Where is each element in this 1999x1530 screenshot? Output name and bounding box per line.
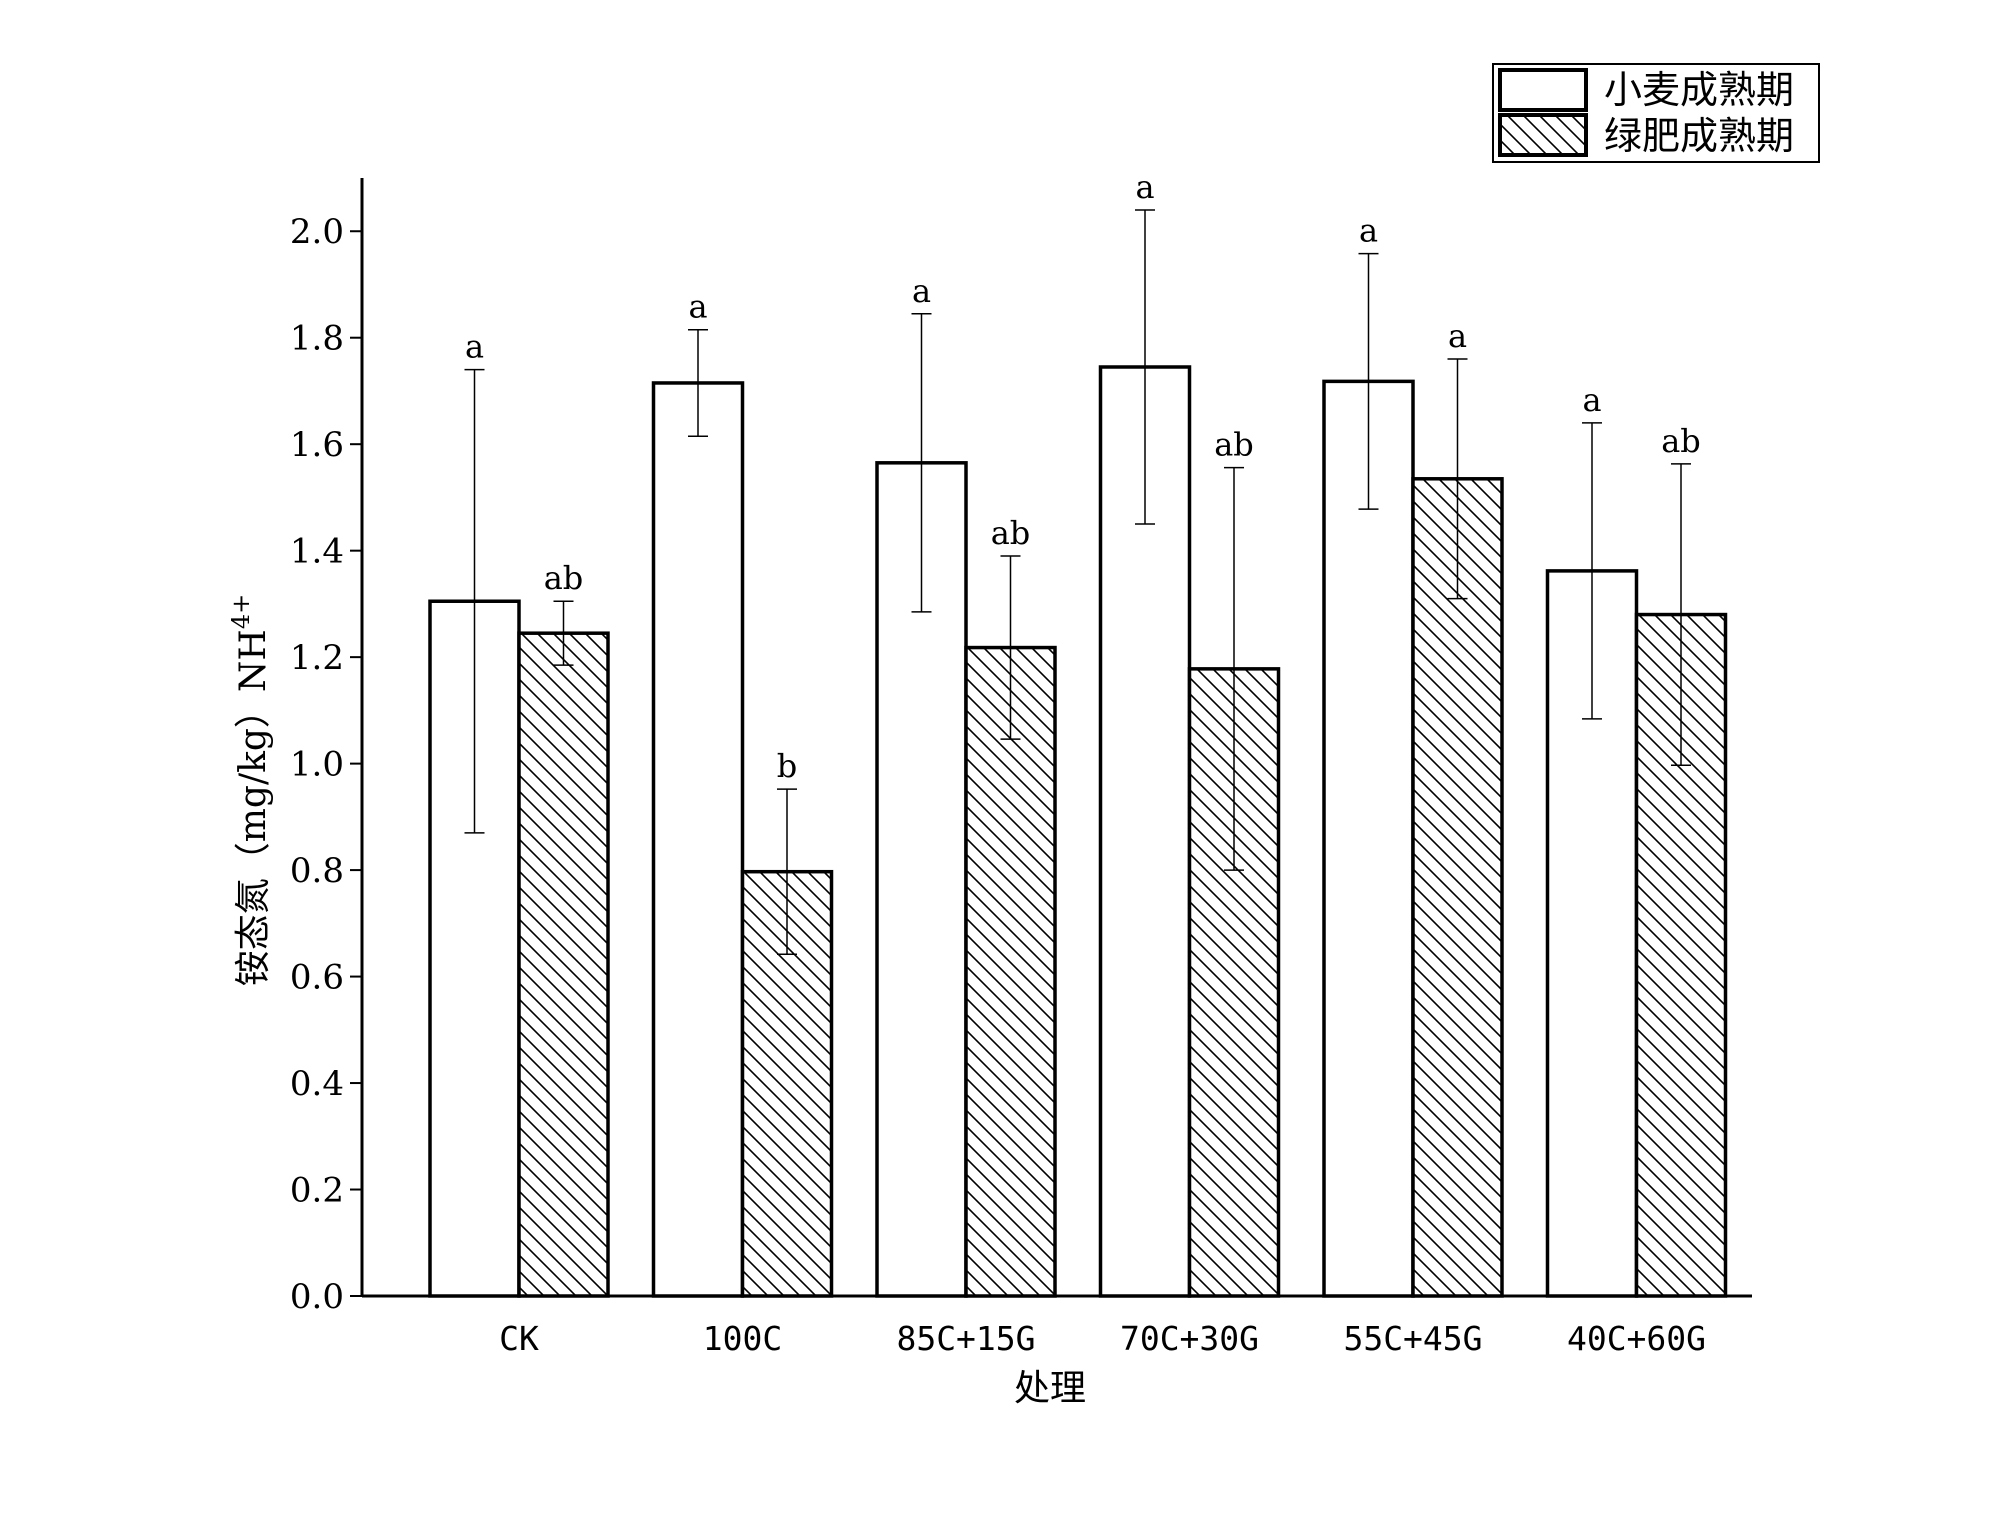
y-axis-title-group: 铵态氮（mg/kg）NH4+ xyxy=(227,594,274,986)
significance-label: a xyxy=(1135,168,1154,206)
significance-label: a xyxy=(1582,381,1601,419)
y-ticks: 0.0 0.2 0.4 0.6 0.8 1.0 1.2 1.4 1.6 1.8 2.0 xyxy=(290,212,362,1317)
significance-label: ab xyxy=(991,514,1031,552)
y-tick-label: 1.4 xyxy=(290,532,344,572)
x-category-label: 85C+15G xyxy=(896,1319,1035,1358)
bar-series-1-100C xyxy=(651,381,745,1298)
y-tick-label: 1.0 xyxy=(290,745,344,785)
y-tick-label: 1.2 xyxy=(290,638,344,678)
x-axis-title: 处理 xyxy=(1014,1368,1086,1409)
bar-series-2-55C+45G xyxy=(1411,477,1504,1298)
significance-label: ab xyxy=(1661,422,1701,460)
y-tick-label: 0.0 xyxy=(290,1277,344,1317)
y-tick-label: 1.8 xyxy=(290,319,344,359)
legend-label-series-1: 小麦成熟期 xyxy=(1604,68,1794,112)
bar-series-2-CK xyxy=(517,631,610,1298)
y-tick-label: 0.2 xyxy=(290,1171,344,1211)
bar-series-2-85C+15G xyxy=(964,645,1057,1298)
legend-label-series-2: 绿肥成熟期 xyxy=(1604,114,1794,158)
significance-label: a xyxy=(1448,317,1467,355)
significance-label: a xyxy=(1359,212,1378,250)
significance-label: ab xyxy=(1214,426,1254,464)
x-category-label: 70C+30G xyxy=(1120,1319,1259,1358)
y-tick-label: 0.4 xyxy=(290,1064,344,1104)
significance-label: a xyxy=(688,288,707,326)
x-categories: CK 100C 85C+15G 70C+30G 55C+45G 40C+60G xyxy=(499,1319,1706,1358)
legend-swatch-plain xyxy=(1498,68,1588,112)
y-axis-title: 铵态氮（mg/kg）NH4+ xyxy=(227,594,274,986)
x-category-label: 55C+45G xyxy=(1343,1319,1482,1358)
bar-series-1-55C+45G xyxy=(1322,379,1415,1298)
y-tick-label: 0.6 xyxy=(290,958,344,998)
legend-swatch-hatched xyxy=(1498,113,1588,157)
axes xyxy=(360,178,1752,1298)
significance-label: a xyxy=(465,328,484,366)
y-tick-label: 2.0 xyxy=(290,212,344,252)
y-axis-title-sup: 4+ xyxy=(227,594,255,629)
significance-label: ab xyxy=(544,559,584,597)
y-tick-label: 1.6 xyxy=(290,425,344,465)
x-category-label: 100C xyxy=(703,1319,782,1358)
significance-label: a xyxy=(912,272,931,310)
significance-label: b xyxy=(777,747,797,785)
x-category-label: CK xyxy=(499,1319,539,1358)
y-tick-label: 0.8 xyxy=(290,851,344,891)
legend: 小麦成熟期 绿肥成熟期 xyxy=(1492,63,1820,163)
y-axis-title-main: 铵态氮（mg/kg）NH xyxy=(233,629,274,986)
x-category-label: 40C+60G xyxy=(1567,1319,1706,1358)
